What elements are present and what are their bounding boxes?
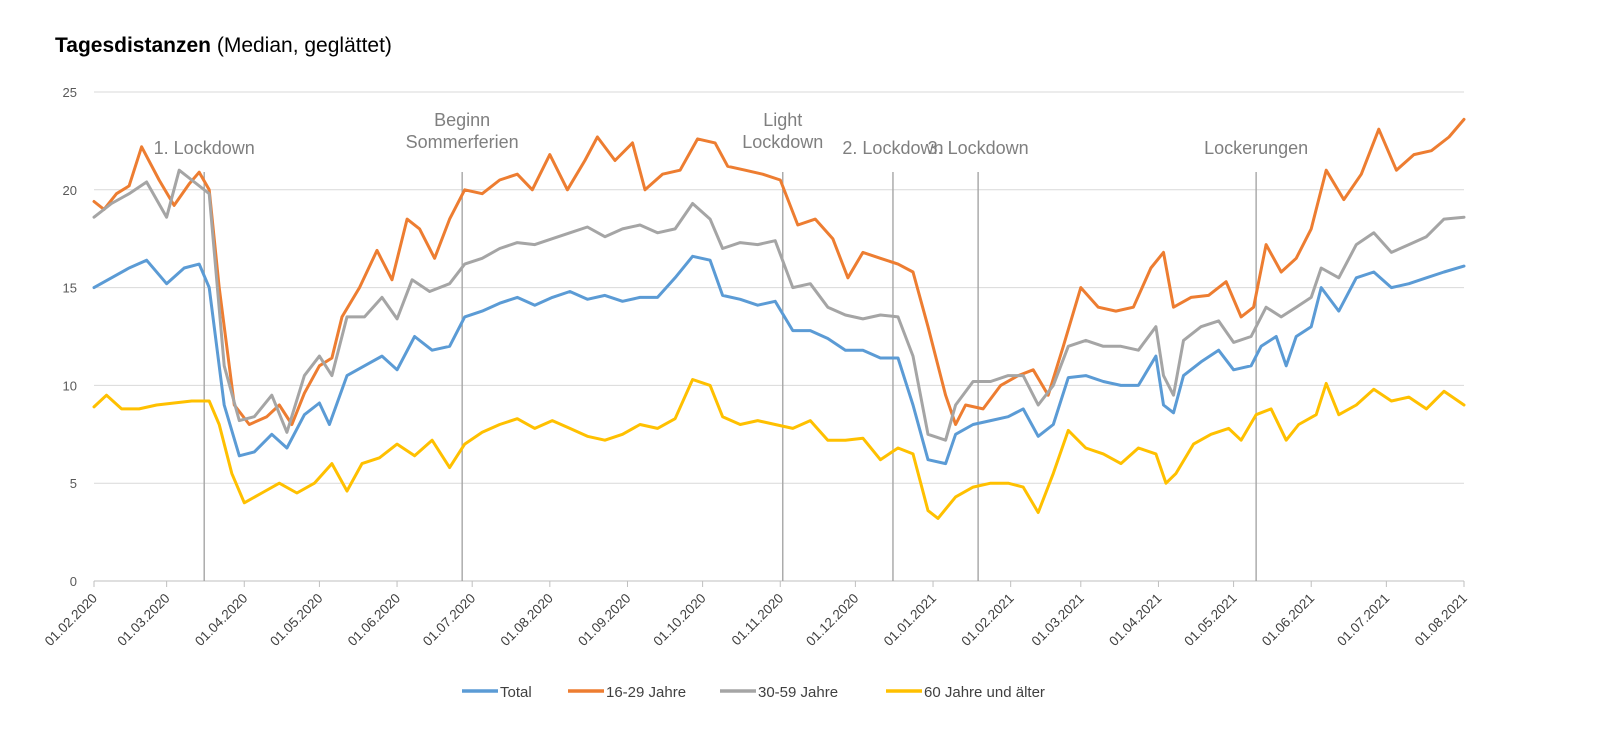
chart-title-sub: (Median, geglättet) xyxy=(216,34,392,57)
x-tick-label: 01.03.2020 xyxy=(114,591,172,649)
legend-item: 16-29 Jahre xyxy=(568,684,686,701)
x-tick-label: 01.08.2021 xyxy=(1412,591,1470,649)
y-axis-ticks: 0 5 10 15 20 25 xyxy=(63,85,77,589)
x-tick-label: 01.04.2021 xyxy=(1106,591,1164,649)
series-line xyxy=(92,117,1466,426)
legend-label: 60 Jahre und älter xyxy=(924,684,1045,701)
x-tick-label: 01.06.2021 xyxy=(1259,591,1317,649)
x-tick-label: 01.01.2021 xyxy=(881,591,939,649)
legend-item: 60 Jahre und älter xyxy=(886,684,1045,701)
annotation-label: Lockdown xyxy=(742,132,823,152)
x-tick-label: 01.12.2020 xyxy=(803,591,861,649)
legend: Total 16-29 Jahre 30-59 Jahre 60 Jahre und … xyxy=(462,684,1045,701)
series-line xyxy=(92,254,1466,466)
legend-label: 30-59 Jahre xyxy=(758,684,838,701)
x-tick-label: 01.03.2021 xyxy=(1029,591,1087,649)
series-line xyxy=(92,168,1466,442)
x-tick-label: 01.07.2021 xyxy=(1334,591,1392,649)
annotation-label: Beginn xyxy=(434,110,490,130)
x-tick-label: 01.09.2020 xyxy=(575,591,633,649)
annotation-label: 2. Lockdown xyxy=(842,138,943,158)
annotation-label: Sommerferien xyxy=(406,132,519,152)
x-tick-label: 01.08.2020 xyxy=(498,591,556,649)
chart-title-main: Tagesdistanzen xyxy=(55,34,211,57)
y-tick-label: 10 xyxy=(63,378,77,393)
y-tick-label: 0 xyxy=(70,574,77,589)
legend-label: 16-29 Jahre xyxy=(606,684,686,701)
y-tick-label: 20 xyxy=(63,183,77,198)
x-tick-label: 01.05.2021 xyxy=(1181,591,1239,649)
annotation-label: 1. Lockdown xyxy=(154,138,255,158)
y-tick-label: 25 xyxy=(63,85,77,100)
x-axis-ticks: 01.02.2020 01.03.2020 01.04.2020 01.05.2020… xyxy=(42,581,1470,649)
x-tick-label: 01.05.2020 xyxy=(267,591,325,649)
legend-item: Total xyxy=(462,684,532,701)
x-tick-label: 01.02.2021 xyxy=(958,591,1016,649)
annotation-label: Light xyxy=(763,110,802,130)
legend-label: Total xyxy=(500,684,532,701)
series-layer xyxy=(92,117,1466,520)
annotation-label: Lockerungen xyxy=(1204,138,1308,158)
series-line xyxy=(92,378,1466,520)
y-tick-label: 5 xyxy=(70,476,77,491)
x-tick-label: 01.07.2020 xyxy=(420,591,478,649)
x-tick-label: 01.04.2020 xyxy=(192,591,250,649)
x-tick-label: 01.02.2020 xyxy=(42,591,100,649)
grid-layer xyxy=(94,91,1464,582)
x-tick-label: 01.10.2020 xyxy=(650,591,708,649)
annotation-label: 3. Lockdown xyxy=(928,138,1029,158)
y-tick-label: 15 xyxy=(63,281,77,296)
legend-item: 30-59 Jahre xyxy=(720,684,838,701)
chart-title: Tagesdistanzen (Median, geglättet) xyxy=(55,34,392,58)
x-tick-label: 01.06.2020 xyxy=(345,591,403,649)
x-tick-label: 01.11.2020 xyxy=(729,591,787,649)
